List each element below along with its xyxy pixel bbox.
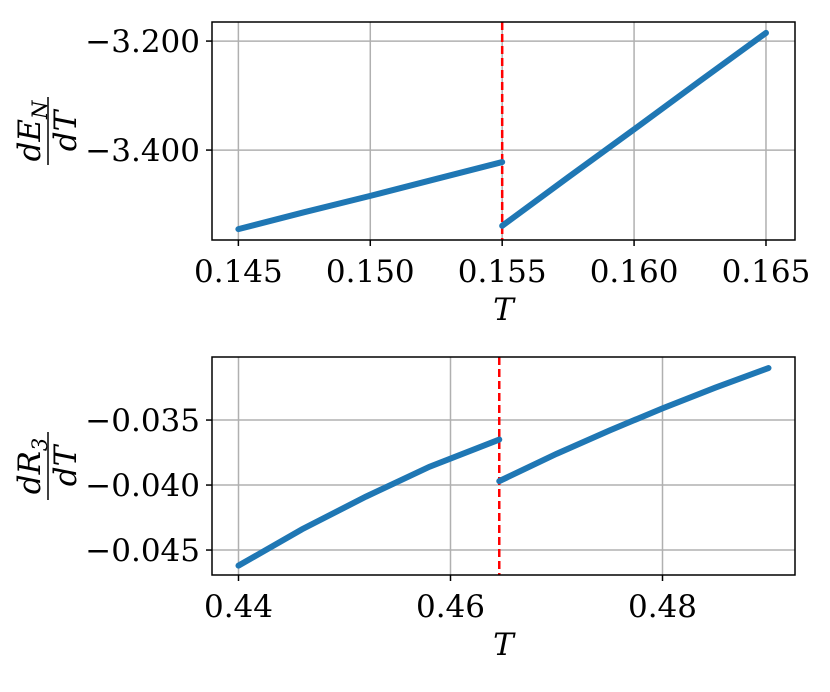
data-line xyxy=(235,436,503,569)
x-tick-label: 0.150 xyxy=(326,254,415,290)
y-label-subscript: N xyxy=(28,100,52,120)
data-line xyxy=(235,159,506,233)
plot-frame xyxy=(211,21,796,241)
y-label-numerator-text: dR xyxy=(12,451,48,494)
y-tick-label: −0.045 xyxy=(85,533,200,569)
plot-frame xyxy=(211,356,796,576)
x-tick-label: 0.160 xyxy=(590,254,679,290)
y-tick-label: −3.400 xyxy=(85,133,200,169)
data-line xyxy=(496,365,772,485)
data-line xyxy=(499,29,769,229)
y-label-numerator-text: dE xyxy=(12,119,48,162)
x-tick-label: 0.165 xyxy=(722,254,811,290)
x-tick-label: 0.44 xyxy=(204,589,273,625)
y-label-denominator: dT xyxy=(48,443,84,486)
x-tick-label: 0.155 xyxy=(458,254,547,290)
x-tick-label: 0.145 xyxy=(194,254,283,290)
y-tick-label: −0.035 xyxy=(85,403,200,439)
y-label-denominator: dT xyxy=(48,108,84,151)
x-axis-label: T xyxy=(493,627,516,663)
y-tick-label: −3.200 xyxy=(85,24,200,60)
y-label-numerator: dR3 xyxy=(12,438,52,495)
y-label-subscript: 3 xyxy=(28,438,52,451)
x-tick-label: 0.48 xyxy=(628,589,697,625)
x-tick-label: 0.46 xyxy=(416,589,485,625)
y-tick-label: −0.040 xyxy=(85,468,200,504)
x-axis-label: T xyxy=(493,292,516,328)
y-label-numerator: dEN xyxy=(12,100,52,161)
